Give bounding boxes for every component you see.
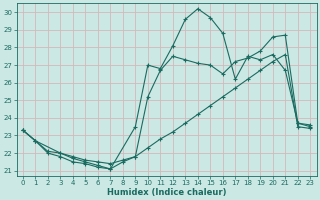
X-axis label: Humidex (Indice chaleur): Humidex (Indice chaleur)	[107, 188, 226, 197]
